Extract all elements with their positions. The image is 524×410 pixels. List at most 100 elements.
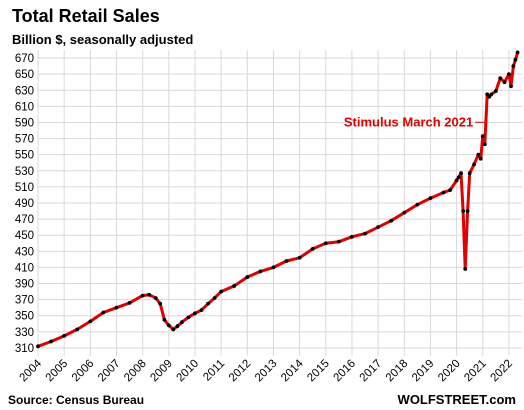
data-point <box>511 64 516 69</box>
x-tick-label: 2011 <box>201 358 227 384</box>
x-tick-label: 2020 <box>436 358 463 385</box>
data-point <box>245 275 250 279</box>
x-tick-label: 2010 <box>175 358 202 385</box>
y-tick-label: 470 <box>15 214 34 226</box>
data-point <box>271 265 276 270</box>
x-tick-label: 2015 <box>305 358 332 385</box>
data-point <box>515 50 520 55</box>
data-point <box>472 162 477 167</box>
y-tick-label: 490 <box>15 198 34 210</box>
data-point <box>350 234 354 239</box>
data-point <box>461 209 466 213</box>
data-point <box>459 171 463 176</box>
data-point <box>297 255 302 260</box>
data-point <box>114 305 119 310</box>
data-point <box>513 57 518 62</box>
data-point <box>199 308 204 312</box>
x-axis: 2004 2005 2006 2007 2008 2009 2010 2011 2012 2013… <box>18 357 516 384</box>
data-point <box>101 310 106 315</box>
data-point <box>127 300 132 305</box>
y-tick-label: 410 <box>15 262 34 274</box>
data-point <box>219 289 224 294</box>
y-tick-label: 590 <box>15 117 34 129</box>
y-tick-label: 450 <box>15 230 34 242</box>
data-point <box>489 92 494 97</box>
data-point <box>454 178 459 183</box>
data-point <box>140 293 145 298</box>
data-point <box>166 323 171 328</box>
x-tick-label: 2021 <box>462 358 489 385</box>
data-point <box>171 327 176 332</box>
data-point <box>153 296 158 300</box>
data-point <box>476 152 481 157</box>
x-tick-label: 2017 <box>358 358 385 385</box>
data-point <box>493 89 498 93</box>
chart-title: Total Retail Sales <box>12 6 160 26</box>
data-point <box>456 175 461 180</box>
y-tick-label: 370 <box>15 295 34 307</box>
y-tick-label: 630 <box>15 85 34 97</box>
y-tick-label: 530 <box>15 166 34 178</box>
y-tick-label: 610 <box>15 101 34 113</box>
data-point <box>428 196 433 201</box>
x-tick-label: 2013 <box>253 358 280 385</box>
data-point <box>310 247 315 251</box>
data-point <box>498 76 503 81</box>
brand-label: WOLFSTREET.com <box>398 392 516 407</box>
x-tick-label: 2009 <box>148 358 175 385</box>
data-point <box>463 267 468 271</box>
y-tick-label: 650 <box>15 69 34 81</box>
data-point <box>147 292 152 297</box>
data-point <box>478 156 483 161</box>
data-point <box>402 210 407 215</box>
data-point <box>193 311 197 316</box>
source-note: Source: Census Bureau <box>8 393 144 407</box>
data-point <box>480 134 485 139</box>
data-point <box>49 339 53 344</box>
data-point <box>88 319 93 324</box>
x-tick-label: 2019 <box>410 358 437 385</box>
data-point <box>448 188 452 193</box>
data-point <box>482 142 487 147</box>
data-point <box>62 333 67 338</box>
y-axis: 310 330 350 370 390 410 430 450 470 490 510 530 550 5… <box>15 53 34 355</box>
data-point <box>179 320 184 325</box>
data-point <box>158 301 163 306</box>
data-point <box>441 190 446 195</box>
x-tick-label: 2014 <box>279 357 306 384</box>
data-point <box>175 324 180 329</box>
y-tick-label: 390 <box>15 279 34 291</box>
y-tick-label: 510 <box>15 182 34 194</box>
data-point <box>36 344 40 349</box>
data-point <box>502 80 507 85</box>
gridlines <box>37 50 522 356</box>
data-point <box>258 269 263 274</box>
data-point <box>336 239 341 244</box>
y-tick-label: 430 <box>15 246 34 258</box>
data-point <box>284 259 289 263</box>
y-tick-label: 550 <box>15 150 34 162</box>
annotation-stimulus: Stimulus March 2021 <box>344 114 473 129</box>
data-point <box>415 202 420 207</box>
data-point <box>232 284 237 288</box>
data-point <box>509 84 513 89</box>
chart-subtitle: Billion $, seasonally adjusted <box>12 32 193 47</box>
data-point <box>186 315 191 320</box>
y-tick-label: 670 <box>15 53 34 65</box>
x-tick-label: 2006 <box>70 358 97 385</box>
data-point <box>75 327 80 332</box>
data-point <box>376 225 381 230</box>
x-tick-label: 2022 <box>488 358 515 385</box>
data-point <box>507 72 511 77</box>
data-point <box>206 301 210 306</box>
x-tick-label: 2004 <box>18 357 45 384</box>
data-point <box>467 171 472 176</box>
x-tick-label: 2008 <box>122 358 149 385</box>
y-tick-label: 310 <box>15 343 34 355</box>
data-point <box>212 296 217 300</box>
data-point <box>323 241 328 246</box>
data-point <box>389 218 394 223</box>
retail-sales-line <box>37 51 520 348</box>
y-tick-label: 330 <box>15 327 34 339</box>
